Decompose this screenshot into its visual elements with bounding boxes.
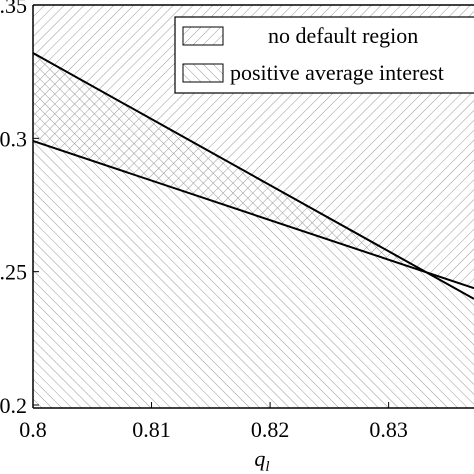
x-axis-label: ql (254, 446, 269, 474)
series-line (33, 52, 474, 300)
legend-label: no default region (268, 23, 418, 48)
x-tick-label: 0.83 (369, 417, 408, 442)
lines (33, 52, 474, 300)
y-tick-label: 0.3 (0, 126, 27, 151)
legend-swatch (182, 26, 224, 46)
legend-swatch (182, 63, 224, 83)
legend: no default region positive average intere… (174, 16, 474, 94)
y-tick-label: 0.2 (0, 393, 27, 418)
y-tick-label: 0.25 (0, 260, 27, 285)
x-tick-label: 0.82 (251, 417, 290, 442)
x-axis-label-sub: l (265, 459, 269, 474)
legend-box (174, 16, 474, 94)
hatch-region (33, 53, 474, 408)
x-tick-label: 0.8 (19, 417, 47, 442)
y-tick-label: 0.35 (0, 0, 27, 18)
x-tick-label: 0.81 (132, 417, 171, 442)
legend-label: positive average interest (230, 60, 444, 85)
x-axis-label-base: q (254, 446, 265, 471)
series-line (33, 140, 474, 290)
